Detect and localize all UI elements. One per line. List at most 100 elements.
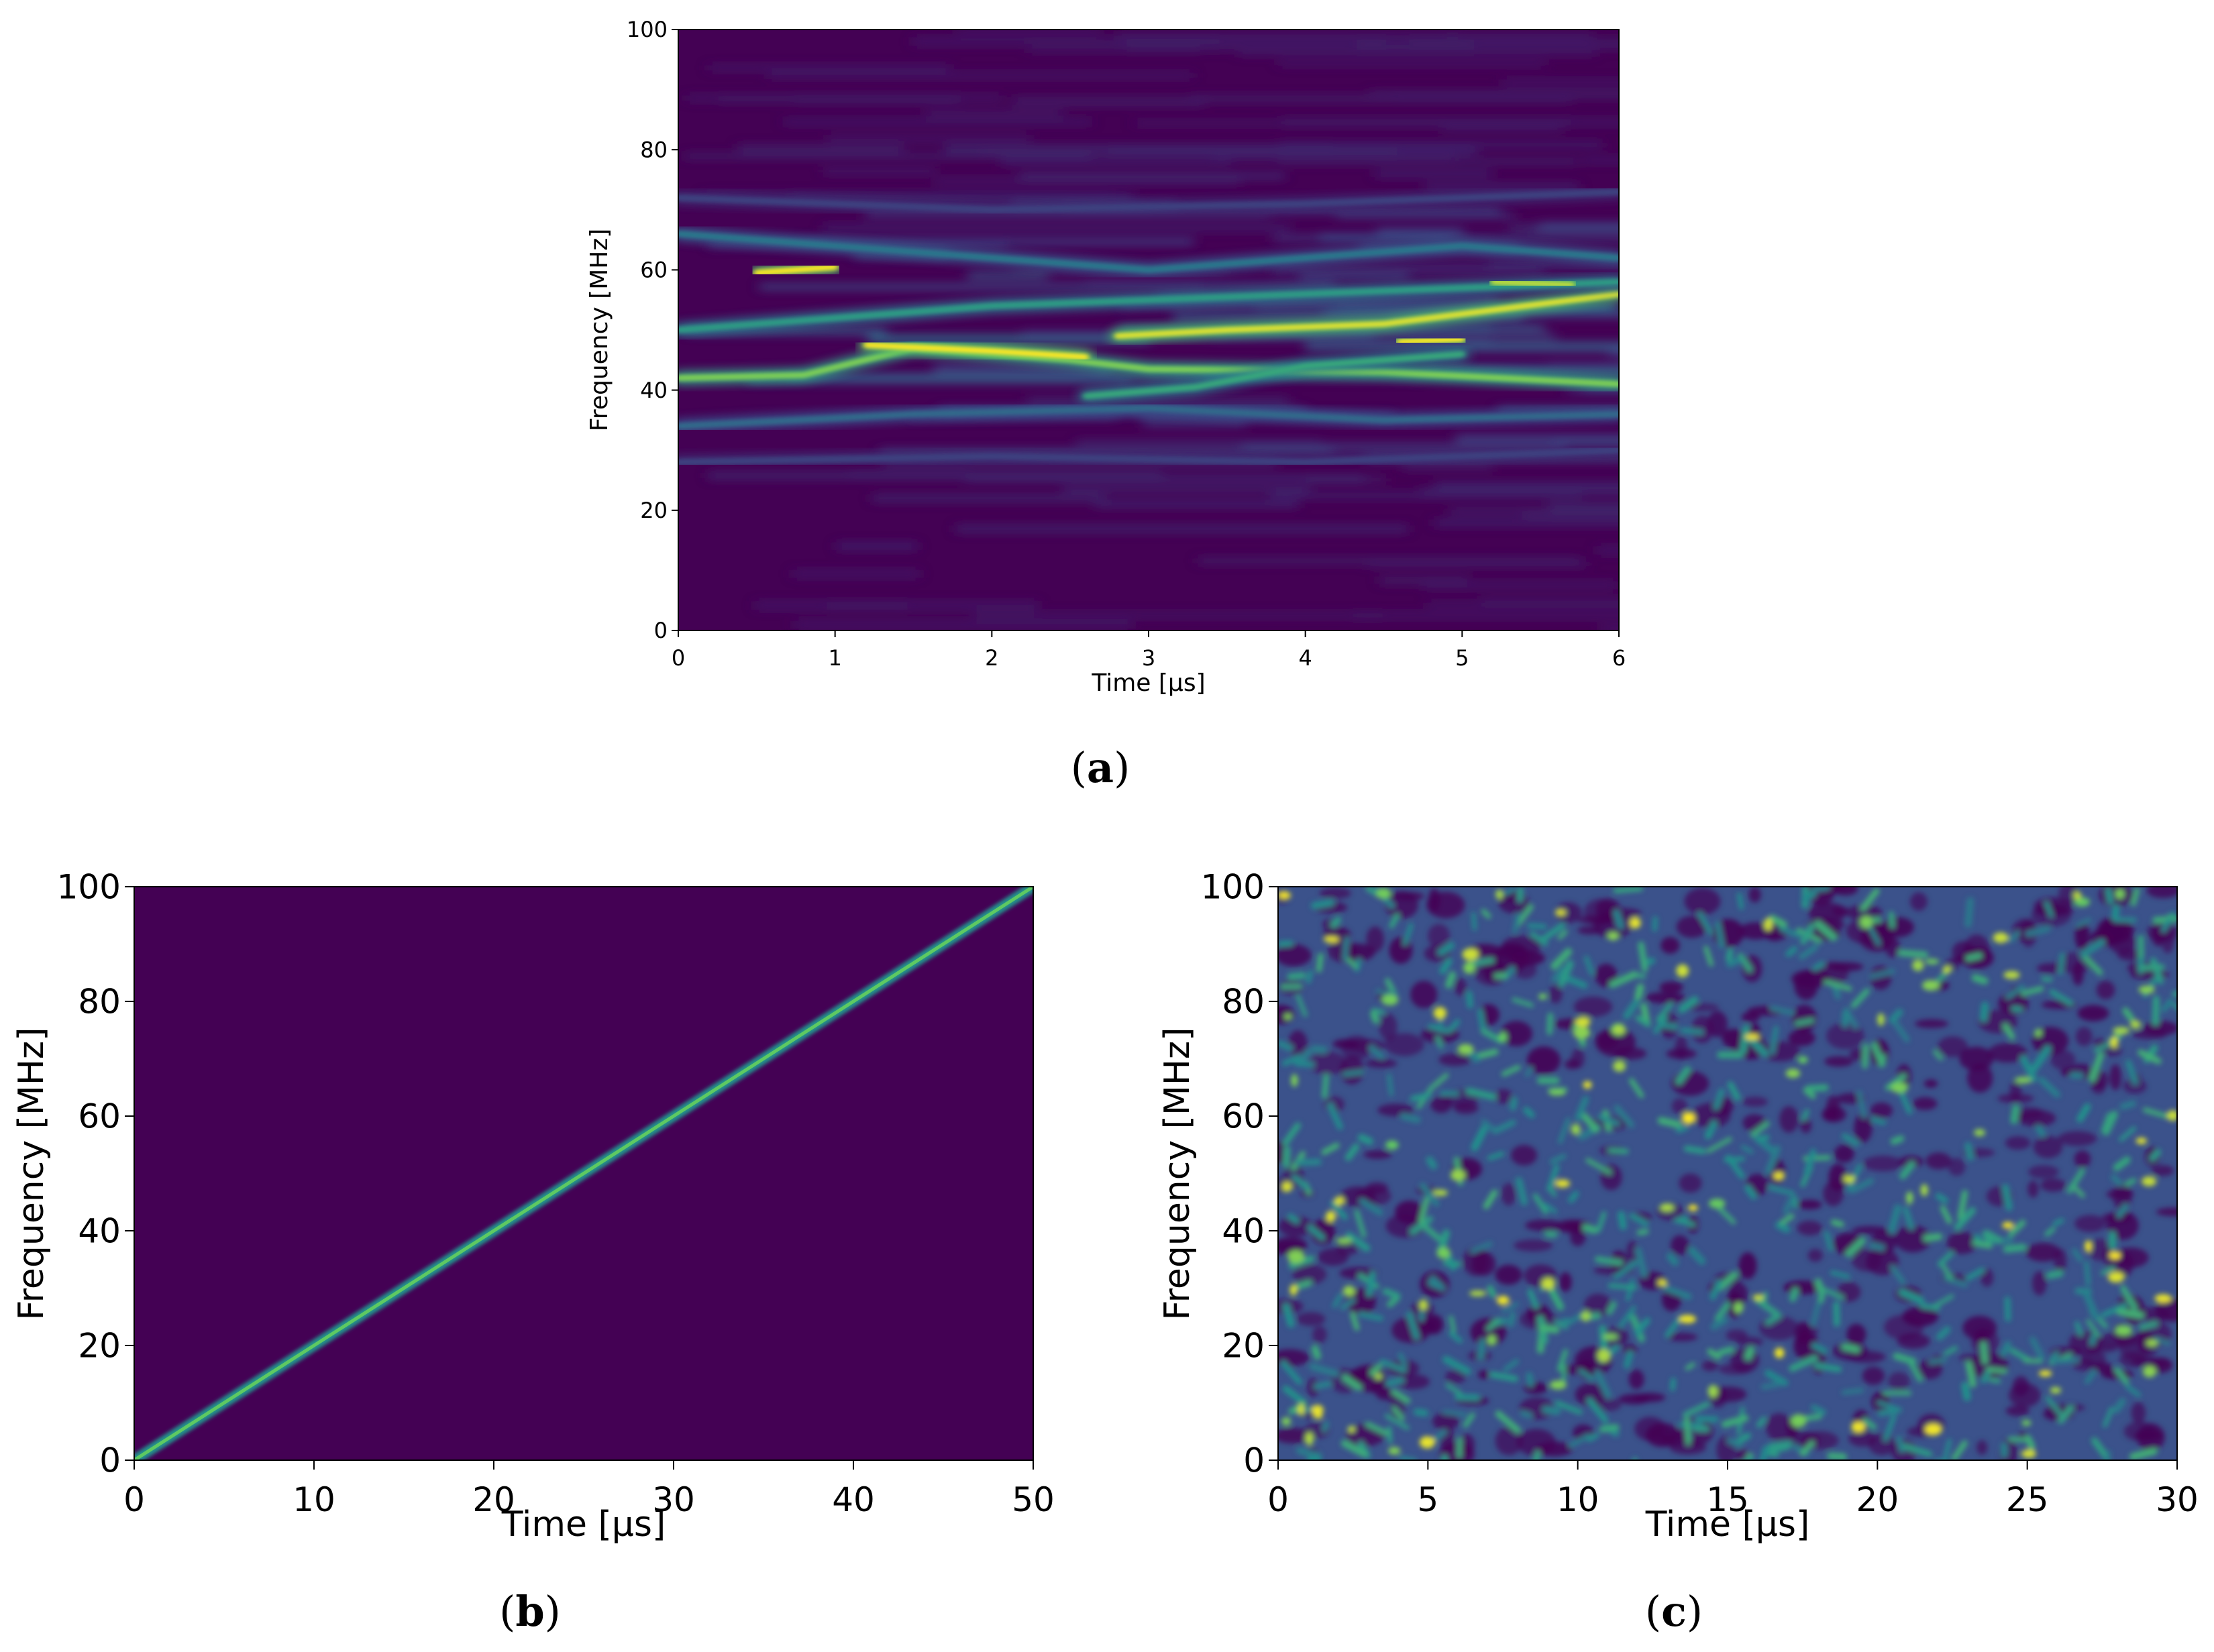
panel-c-dark-blob — [1384, 1033, 1424, 1056]
panel-c-speckle-streak — [1310, 899, 1334, 910]
panel-a-x-tick-label: 1 — [828, 645, 841, 671]
panel-c-speckle-streak — [1281, 1054, 1303, 1066]
panel-c-speckle-streak — [2111, 904, 2120, 922]
panel-c-speckle-streak — [1369, 1363, 1383, 1376]
panel-c-bright-spot — [1974, 1129, 1986, 1137]
panel-c-bright-spot — [1487, 1335, 1496, 1345]
panel-a-streak — [1600, 625, 1619, 630]
panel-c-speckle-streak — [2044, 1226, 2056, 1237]
panel-c-speckle-streak — [2119, 1100, 2137, 1110]
panel-c-dark-blob — [1937, 1036, 1968, 1058]
panel-c-speckle-streak — [1890, 1264, 1906, 1285]
panel-c-speckle-streak — [2101, 1112, 2112, 1134]
panel-b-frame — [134, 886, 1034, 1461]
panel-a-streak — [1026, 396, 1289, 404]
panel-c-y-tick-label: 0 — [1243, 1441, 1265, 1480]
panel-c-bright-spot — [1687, 1205, 1698, 1211]
panel-c-dark-blob — [1478, 1370, 1489, 1380]
panel-c-dark-blob — [1959, 1046, 1994, 1071]
panel-c-speckle-streak — [2085, 1369, 2097, 1384]
panel-c-speckle-streak — [2113, 1156, 2131, 1172]
panel-c-speckle-streak — [1345, 957, 1358, 969]
panel-c-x-tick-label: 25 — [2006, 1480, 2049, 1519]
panel-a-streak — [1143, 420, 1247, 427]
panel-c-x-axis-title: Time [μs] — [1645, 1504, 1810, 1545]
panel-c-speckle-streak — [1391, 1389, 1411, 1404]
panel-c-speckle-streak — [1298, 1048, 1312, 1064]
panel-c-speckle-streak — [1824, 1230, 1834, 1252]
panel-c-speckle-streak — [2083, 1290, 2099, 1321]
panel-c-speckle-streak — [1294, 1060, 1315, 1068]
panel-a-streak — [1434, 482, 1619, 491]
panel-c-dark-blob — [1946, 1231, 1978, 1254]
panel-c-speckle-streak — [1764, 1370, 1789, 1386]
panel-c-speckle-streak — [2119, 1126, 2136, 1142]
panel-c-speckle-streak — [1487, 1284, 1497, 1299]
panel-c-speckle-streak — [1986, 1367, 2008, 1374]
panel-a-streak — [823, 168, 935, 174]
panel-c-dark-blob — [2093, 1362, 2113, 1373]
panel-a-streak — [1075, 440, 1322, 446]
panel-c-dark-blob — [1495, 1089, 1513, 1104]
panel-c-dark-blob — [1622, 1344, 1638, 1355]
panel-c-speckle-streak — [1714, 1301, 1731, 1322]
panel-c-dark-blob — [1514, 1239, 1553, 1252]
panel-c-dark-blob — [2102, 1212, 2131, 1223]
panel-c-bright-spot — [1374, 1373, 1383, 1380]
panel-c-speckle-streak — [1727, 1081, 1741, 1101]
panel-c-bright-spot — [1554, 909, 1567, 916]
panel-c-speckle-streak — [1943, 1276, 1968, 1288]
panel-c-dark-blob — [1432, 1413, 1459, 1431]
panel-c-speckle-streak — [1557, 930, 1568, 940]
panel-c-speckle-streak — [1817, 1286, 1826, 1304]
panel-c-speckle-streak — [1609, 971, 1638, 988]
panel-c-speckle-streak — [1757, 1134, 1770, 1142]
panel-c-speckle-streak — [1400, 1113, 1421, 1123]
panel-a-streak — [1300, 272, 1410, 280]
panel-c-speckle-streak — [1984, 1230, 2003, 1244]
panel-c-speckle-streak — [1707, 1348, 1722, 1360]
panel-c-speckle-streak — [1675, 1217, 1696, 1227]
panel-c-speckle-streak — [1937, 1251, 1954, 1267]
panel-c-speckle-streak — [1783, 1197, 1794, 1215]
panel-a-streak — [965, 475, 1365, 482]
panel-c-dark-blob — [1438, 1053, 1471, 1066]
panel-c-speckle-streak — [1623, 999, 1640, 1020]
panel-c-bright-spot — [1297, 1403, 1305, 1416]
panel-c-bright-spot — [1607, 932, 1619, 940]
panel-c-dark-blob — [1851, 1249, 1883, 1272]
panel-a-streak — [794, 620, 1132, 629]
panel-c-dark-blob — [1676, 916, 1707, 938]
panel-c-speckle-streak — [1406, 1311, 1420, 1340]
panel-c-speckle-streak — [1779, 926, 1801, 938]
panel-a-band — [1114, 290, 1619, 339]
panel-c-speckle-streak — [1558, 1117, 1571, 1144]
panel-c-dark-blob — [1738, 1252, 1757, 1280]
panel-c-dark-blob — [2005, 1136, 2031, 1150]
panel-c-speckle-streak — [1402, 923, 1414, 946]
panel-c-speckle-streak — [1354, 958, 1362, 973]
panel-c-bright-spot — [1774, 1347, 1785, 1358]
panel-c-dark-blob — [1826, 1095, 1840, 1121]
panel-c-dark-blob — [1310, 1219, 1336, 1245]
panel-c-dark-blob — [1659, 981, 1683, 993]
panel-c-dark-blob — [2113, 1182, 2132, 1211]
panel-c-speckle-streak — [1387, 1295, 1400, 1308]
panel-c-dark-blob — [1536, 1441, 1573, 1457]
panel-c-dark-blob — [1910, 892, 1928, 911]
panel-c-speckle-streak — [1475, 1048, 1499, 1060]
panel-c-speckle-streak — [1321, 1142, 1340, 1156]
panel-c-dark-blob — [1868, 1433, 1896, 1455]
panel-c-speckle-streak — [1789, 1355, 1818, 1372]
panel-c-dark-blob — [1684, 887, 1721, 915]
panel-c-speckle-streak — [1877, 1407, 1902, 1417]
panel-c-speckle-streak — [2089, 1333, 2097, 1346]
panel-b-y-ticks: 0 20 40 60 80 100 — [57, 868, 134, 1480]
panel-c-bright-spot — [2014, 1077, 2032, 1084]
panel-c-dark-blob — [1730, 1347, 1760, 1373]
panel-a-x-tick-label: 5 — [1455, 645, 1469, 671]
panel-c-y-tick-label: 20 — [1222, 1327, 1265, 1366]
panel-c-x-tick-label: 10 — [1557, 1480, 1599, 1519]
panel-c-speckle-streak — [1897, 1087, 1913, 1115]
